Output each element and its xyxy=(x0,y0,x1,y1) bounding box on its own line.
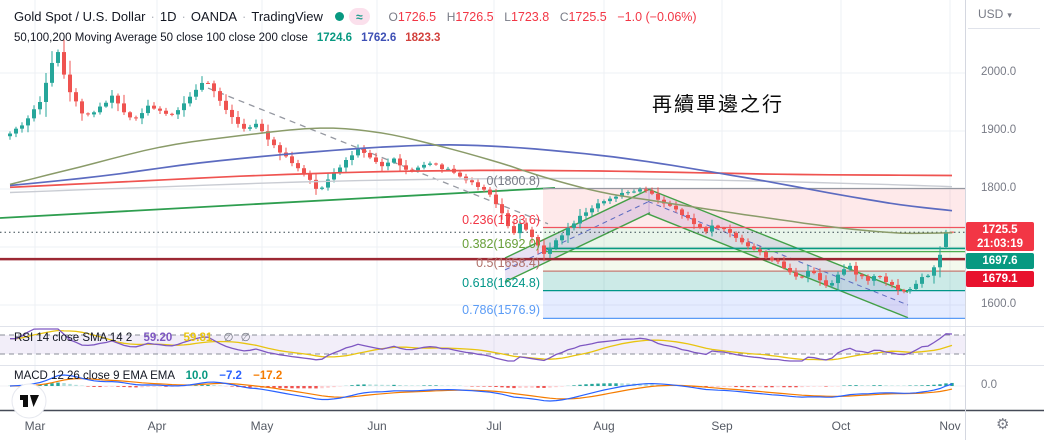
month-label[interactable]: Jul xyxy=(486,419,502,433)
macd-hist-value: 10.0 xyxy=(185,370,209,382)
market-status-dot-icon xyxy=(334,12,344,21)
currency-dropdown[interactable]: USD ▾ xyxy=(978,7,1012,21)
rsi-hidden-value-1: ∅ xyxy=(223,332,234,344)
timeframe-label[interactable]: 1D xyxy=(159,9,177,24)
month-label[interactable]: Oct xyxy=(831,419,851,433)
symbol-title: Gold Spot / U.S. Dollar xyxy=(14,9,146,24)
macd-line-value: −7.2 xyxy=(219,370,242,382)
month-label[interactable]: Aug xyxy=(593,419,615,433)
low-value: 1723.8 xyxy=(510,10,550,24)
high-value: 1726.5 xyxy=(455,10,494,24)
timezone-settings-gear-icon[interactable]: ⚙ xyxy=(996,416,1010,433)
month-label[interactable]: Nov xyxy=(939,419,961,433)
ma200-value: 1823.3 xyxy=(405,32,441,44)
ma-indicator-legend[interactable]: 50,100,200 Moving Average 50 close 100 c… xyxy=(14,32,440,44)
month-label[interactable]: Sep xyxy=(711,419,733,433)
chevron-down-icon: ▾ xyxy=(1007,10,1012,20)
ohlc-readout: O1726.5 H1726.5 L1723.8 C1725.5 −1.0 (−0… xyxy=(382,9,697,24)
price-badge: 1725.5 21:03:19 xyxy=(966,222,1034,251)
high-label: H xyxy=(446,10,456,24)
fib-level-label: 0.382(1692.0) xyxy=(462,236,540,251)
price-badge: 1679.1 xyxy=(966,271,1034,287)
tradingview-logo[interactable] xyxy=(10,382,48,425)
symbol-legend[interactable]: Gold Spot / U.S. Dollar · 1D · OANDA · T… xyxy=(14,8,697,25)
ma50-value: 1724.6 xyxy=(316,32,353,44)
macd-indicator-legend[interactable]: MACD 12 26 close 9 EMA EMA 10.0 −7.2 −17… xyxy=(14,370,282,382)
close-label: C xyxy=(559,10,569,24)
rsi-hidden-value-2: ∅ xyxy=(240,332,251,344)
price-tick: 1600.0 xyxy=(981,298,1017,310)
month-label[interactable]: Jun xyxy=(367,419,387,433)
month-label[interactable]: Apr xyxy=(147,419,167,433)
ma-indicator-label: 50,100,200 Moving Average 50 close 100 c… xyxy=(14,32,308,44)
price-tick: 2000.0 xyxy=(981,66,1017,78)
close-value: 1725.5 xyxy=(568,10,607,24)
brand-label: TradingView xyxy=(251,9,323,24)
rsi-sma-value: 59.81 xyxy=(183,332,213,344)
month-label[interactable]: May xyxy=(250,419,274,433)
price-badge: 1697.6 xyxy=(966,253,1034,269)
fib-level-label: 0.5(1658.4) xyxy=(476,256,540,271)
chart-text-annotation[interactable]: 再續單邊之行 xyxy=(652,94,784,116)
macd-zero-tick: 0.0 xyxy=(981,379,997,391)
macd-label: MACD 12 26 close 9 EMA EMA xyxy=(14,370,175,382)
fib-level-label: 0.618(1624.8) xyxy=(462,275,540,290)
low-label: L xyxy=(504,10,511,24)
fib-level-label: 0.236(1733.6) xyxy=(462,212,540,227)
exchange-label: OANDA xyxy=(190,9,238,24)
rsi-indicator-legend[interactable]: RSI 14 close SMA 14 2 59.20 59.81 ∅ ∅ xyxy=(14,330,251,344)
month-label[interactable]: Mar xyxy=(24,419,46,433)
rsi-value: 59.20 xyxy=(143,332,173,344)
ma100-value: 1762.6 xyxy=(361,32,397,44)
open-value: 1726.5 xyxy=(397,10,437,24)
fib-level-label: 0.786(1576.9) xyxy=(462,303,540,318)
fib-level-label: 0(1800.8) xyxy=(486,173,540,188)
macd-signal-value: −17.2 xyxy=(253,370,283,382)
open-label: O xyxy=(388,10,398,24)
change-value: −1.0 (−0.06%) xyxy=(617,10,697,24)
price-tick: 1800.0 xyxy=(981,182,1017,194)
rsi-label: RSI 14 close SMA 14 2 xyxy=(14,332,133,344)
indicator-pill-icon[interactable]: ≈ xyxy=(348,8,370,25)
price-tick: 1900.0 xyxy=(981,124,1017,136)
